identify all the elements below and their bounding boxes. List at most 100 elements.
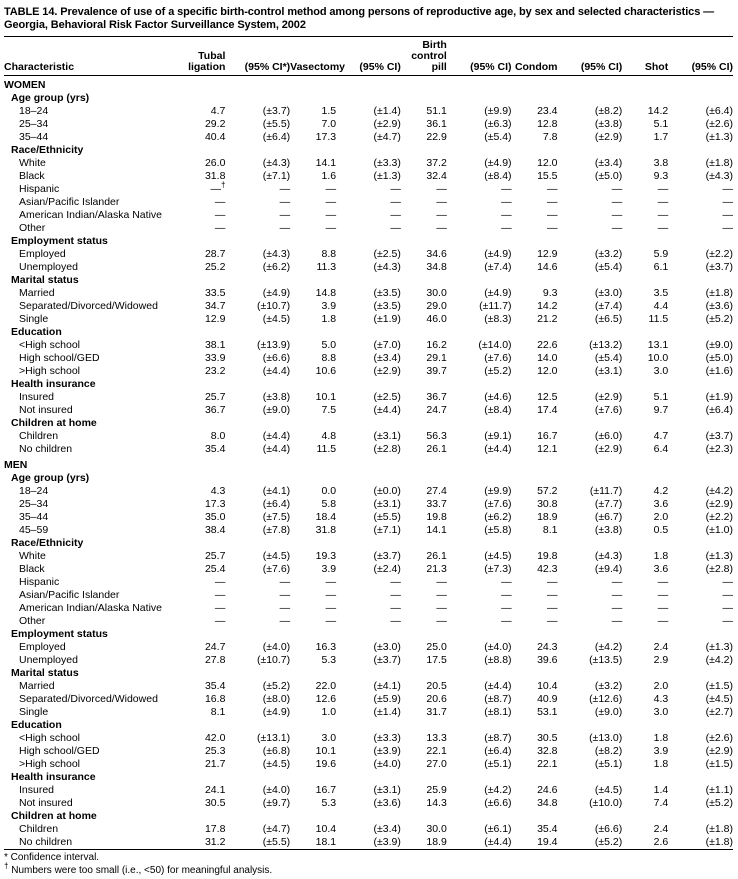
table-row: Marital status [4,274,733,287]
value-cell [179,456,225,472]
value-cell: (±1.5) [705,680,733,692]
value-cell [512,719,558,732]
value-cell: (±4.7) [373,131,401,143]
value-cell: 6.1 [653,261,669,273]
value-cell [401,417,447,430]
table-row: Education [4,719,733,732]
row-label: Employment status [11,628,108,640]
table-row: 25–34 17.3 (±6.4) 5.8 (±3.1) 33.7 (±7.6) 30.8 (±… [4,498,733,511]
value-cell [447,810,512,823]
value-cell [401,537,447,550]
value-cell: (±9.4) [594,563,623,575]
value-cell: (±2.9) [594,391,623,403]
value-cell [225,274,290,287]
value-cell [668,92,733,105]
value-cell [622,667,668,680]
value-cell [447,326,512,339]
table-row: American Indian/Alaska Native — — — — — — — — — — [4,209,733,222]
value-cell: 3.8 [653,157,669,169]
table-row: No children 31.2 (±5.5) 18.1 (±3.9) 18.9 (±4.4… [4,836,733,850]
value-cell: 25.0 [426,641,447,653]
value-cell [401,456,447,472]
table-row: Black 31.8 (±7.1) 1.6 (±1.3) 32.4 (±8.4) 15.5 (±… [4,170,733,183]
value-cell: (±8.8) [484,654,512,666]
value-cell: — [657,589,669,601]
value-cell: 38.4 [204,524,226,536]
value-cell: (±4.0) [262,784,291,796]
value-cell: 10.1 [315,745,337,757]
value-cell: 22.6 [537,339,558,351]
value-cell: — [436,576,447,588]
value-cell [668,378,733,391]
prevalence-table: Characteristic Tubal ligation (95% CI*) Vas… [4,36,733,850]
value-cell: 35.4 [537,823,558,835]
value-cell: 36.7 [426,391,447,403]
value-cell [336,326,401,339]
value-cell [668,144,733,157]
value-cell: 3.9 [321,563,337,575]
value-cell: 27.8 [204,654,226,666]
value-cell [558,235,623,248]
value-cell [336,667,401,680]
table-body: WOMEN Age group (yrs) 18–24 4.7 (±3.7) 1.5 (±1… [4,76,733,850]
row-label: Children [19,823,59,835]
value-cell: (±4.5) [262,550,291,562]
value-cell: (±6.4) [705,105,733,117]
value-cell: 19.6 [315,758,337,770]
value-cell: (±6.8) [262,745,291,757]
value-cell: 8.0 [210,430,226,442]
value-cell: 24.7 [204,641,226,653]
row-label: 45–59 [19,524,49,536]
value-cell: (±10.7) [256,300,291,312]
column-header: (95% CI) [668,36,733,76]
value-cell [290,810,336,823]
value-cell: 17.4 [537,404,558,416]
value-cell: — [722,615,734,627]
value-cell: (±4.4) [262,443,291,455]
value-cell: 39.7 [426,365,447,377]
value-cell [622,76,668,93]
value-cell: 2.0 [653,680,669,692]
value-cell [290,537,336,550]
value-cell: (±11.7) [479,300,512,312]
table-row: 35–44 35.0 (±7.5) 18.4 (±5.5) 19.8 (±6.2) 18.9 (… [4,511,733,524]
value-cell: 22.1 [537,758,558,770]
value-cell: — [214,222,226,234]
value-cell: (±4.1) [373,680,401,692]
value-cell: 5.3 [321,654,337,666]
value-cell: — [325,222,337,234]
value-cell [290,92,336,105]
value-cell [225,326,290,339]
value-cell: (±4.5) [594,784,623,796]
value-cell: 5.0 [321,339,337,351]
value-cell: 23.4 [537,105,558,117]
value-cell: (±2.9) [373,365,401,377]
value-cell [179,76,225,93]
value-cell: — [325,602,337,614]
value-cell: 9.7 [653,404,669,416]
value-cell [336,274,401,287]
value-cell [179,92,225,105]
value-cell [668,537,733,550]
value-cell [558,537,623,550]
value-cell: 25.3 [204,745,226,757]
value-cell [447,417,512,430]
value-cell [179,417,225,430]
value-cell: 1.0 [321,706,337,718]
value-cell: (±5.8) [484,524,512,536]
row-label: American Indian/Alaska Native [19,209,162,221]
value-cell: — [279,576,291,588]
value-cell: 18.9 [537,511,558,523]
value-cell [336,144,401,157]
value-cell [401,810,447,823]
row-label: 25–34 [19,118,49,130]
value-cell: — [436,589,447,601]
value-cell [512,144,558,157]
value-cell: (±3.7) [705,430,733,442]
value-cell: 33.5 [204,287,226,299]
value-cell: (±4.9) [484,157,512,169]
value-cell [622,92,668,105]
value-cell: (±1.4) [373,105,401,117]
value-cell: (±1.3) [705,641,733,653]
row-label: Married [19,287,55,299]
